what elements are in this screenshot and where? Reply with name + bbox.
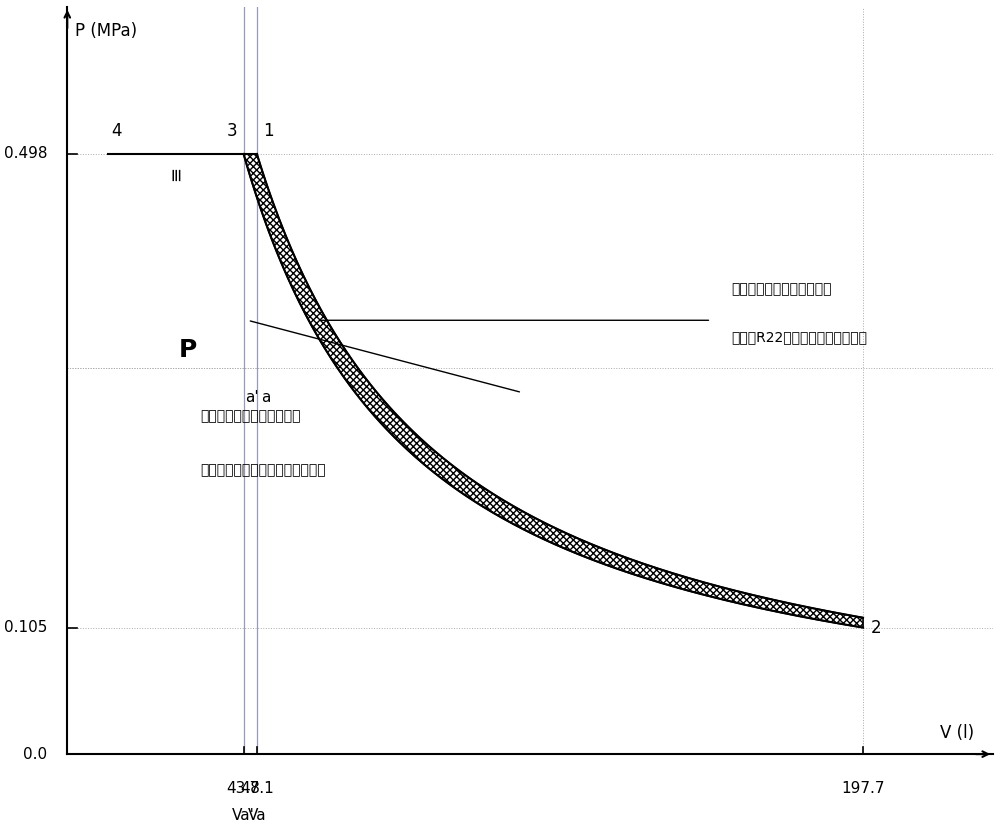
Text: 第一气缸容器等熵绦热膨胀: 第一气缸容器等熵绦热膨胀	[731, 282, 832, 296]
Text: 1: 1	[263, 122, 274, 140]
Text: 第二气缸容器变熵绦热压缩: 第二气缸容器变熵绦热压缩	[200, 409, 301, 423]
Text: 0.105: 0.105	[4, 620, 47, 635]
Text: a: a	[261, 390, 270, 405]
Polygon shape	[244, 154, 863, 627]
Text: 0.0: 0.0	[23, 746, 47, 762]
Text: P (MPa): P (MPa)	[75, 22, 137, 40]
Text: a': a'	[246, 390, 259, 405]
Text: 3: 3	[227, 122, 238, 140]
Text: Va: Va	[248, 808, 266, 822]
Text: 并伴有吸热过程的近似饱和气曲线: 并伴有吸热过程的近似饱和气曲线	[200, 463, 326, 477]
Text: 43.8: 43.8	[227, 781, 261, 796]
Text: 2: 2	[871, 619, 882, 636]
Text: ≡: ≡	[167, 166, 185, 181]
Text: 4: 4	[112, 122, 122, 140]
Text: 并析出R22液体的近似饱和气曲线: 并析出R22液体的近似饱和气曲线	[731, 330, 867, 344]
Text: V (l): V (l)	[940, 724, 975, 742]
Text: 0.498: 0.498	[4, 146, 47, 161]
Text: 197.7: 197.7	[841, 781, 885, 796]
Text: Va': Va'	[232, 808, 255, 822]
Text: P: P	[179, 339, 197, 363]
Text: 47.1: 47.1	[240, 781, 274, 796]
